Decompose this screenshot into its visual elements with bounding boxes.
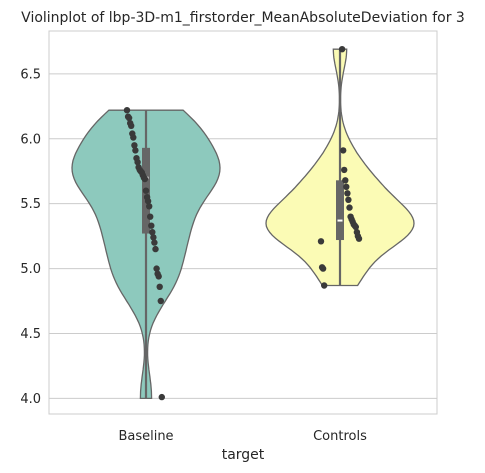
data-point [158, 393, 165, 401]
data-point [155, 273, 162, 280]
data-point [317, 238, 325, 245]
violins [71, 48, 415, 400]
chart-title: Violinplot of lbp-3D-m1_firstorder_MeanA… [21, 10, 465, 26]
data-point [338, 46, 346, 53]
data-point [142, 187, 150, 194]
x-axis-label: target [222, 447, 265, 463]
data-point [321, 282, 328, 289]
data-point [342, 177, 349, 184]
data-point [147, 213, 154, 220]
data-point [153, 265, 160, 272]
data-point [341, 166, 348, 174]
strip-points [123, 46, 363, 401]
y-tick-label: 6.5 [20, 67, 41, 82]
y-tick-label: 4.0 [20, 392, 41, 407]
data-point [148, 222, 155, 229]
data-point [151, 239, 158, 246]
data-point [134, 158, 141, 166]
data-point [128, 122, 135, 129]
data-point [146, 203, 153, 210]
data-point [123, 107, 131, 114]
data-point [156, 283, 163, 290]
data-point [132, 147, 139, 154]
y-tick-labels: 4.0 4.5 5.0 5.5 6.0 6.5 [20, 67, 41, 407]
data-point [344, 190, 351, 197]
data-point [319, 265, 327, 272]
x-tick-label: Baseline [118, 429, 173, 444]
data-point [130, 134, 137, 141]
median-controls [337, 219, 343, 222]
y-tick-label: 4.5 [20, 327, 41, 342]
y-tick-label: 5.5 [20, 197, 41, 212]
data-point [343, 183, 350, 190]
data-point [125, 114, 133, 122]
data-point [352, 223, 359, 231]
data-point [345, 196, 352, 203]
y-tick-label: 6.0 [20, 132, 41, 147]
y-tick-label: 5.0 [20, 262, 41, 277]
data-point [152, 245, 159, 253]
data-point [141, 175, 149, 183]
data-point [131, 142, 138, 149]
data-point [157, 297, 164, 305]
data-point [346, 204, 353, 211]
x-tick-labels: Baseline Controls [118, 429, 367, 444]
data-point [340, 147, 347, 154]
iqr-box-controls [336, 180, 344, 241]
data-point [150, 234, 157, 241]
data-point [149, 229, 156, 236]
plot-frame [48, 30, 438, 415]
data-point [144, 197, 152, 205]
x-tick-label: Controls [313, 429, 367, 444]
data-point [355, 235, 363, 242]
